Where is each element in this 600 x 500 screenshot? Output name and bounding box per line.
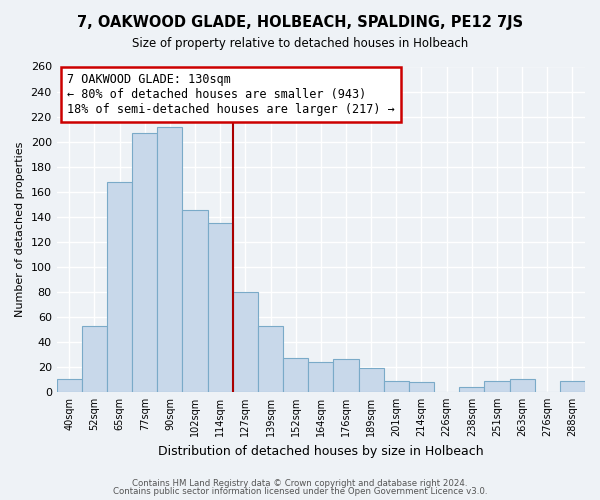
Bar: [233, 292, 258, 392]
Bar: [157, 126, 182, 392]
Text: 7, OAKWOOD GLADE, HOLBEACH, SPALDING, PE12 7JS: 7, OAKWOOD GLADE, HOLBEACH, SPALDING, PE…: [77, 15, 523, 30]
Bar: [359, 368, 384, 392]
Y-axis label: Number of detached properties: Number of detached properties: [15, 142, 25, 317]
Bar: [384, 380, 409, 392]
Bar: [258, 326, 283, 392]
Bar: [132, 133, 157, 392]
Text: Size of property relative to detached houses in Holbeach: Size of property relative to detached ho…: [132, 38, 468, 51]
Bar: [509, 380, 535, 392]
Bar: [283, 358, 308, 392]
Bar: [560, 380, 585, 392]
Text: Contains HM Land Registry data © Crown copyright and database right 2024.: Contains HM Land Registry data © Crown c…: [132, 478, 468, 488]
Bar: [208, 223, 233, 392]
Bar: [82, 326, 107, 392]
Text: 7 OAKWOOD GLADE: 130sqm
← 80% of detached houses are smaller (943)
18% of semi-d: 7 OAKWOOD GLADE: 130sqm ← 80% of detache…: [67, 73, 395, 116]
Bar: [334, 360, 359, 392]
Bar: [409, 382, 434, 392]
Text: Contains public sector information licensed under the Open Government Licence v3: Contains public sector information licen…: [113, 487, 487, 496]
Bar: [484, 380, 509, 392]
Bar: [107, 182, 132, 392]
Bar: [56, 380, 82, 392]
X-axis label: Distribution of detached houses by size in Holbeach: Distribution of detached houses by size …: [158, 444, 484, 458]
Bar: [308, 362, 334, 392]
Bar: [182, 210, 208, 392]
Bar: [459, 387, 484, 392]
